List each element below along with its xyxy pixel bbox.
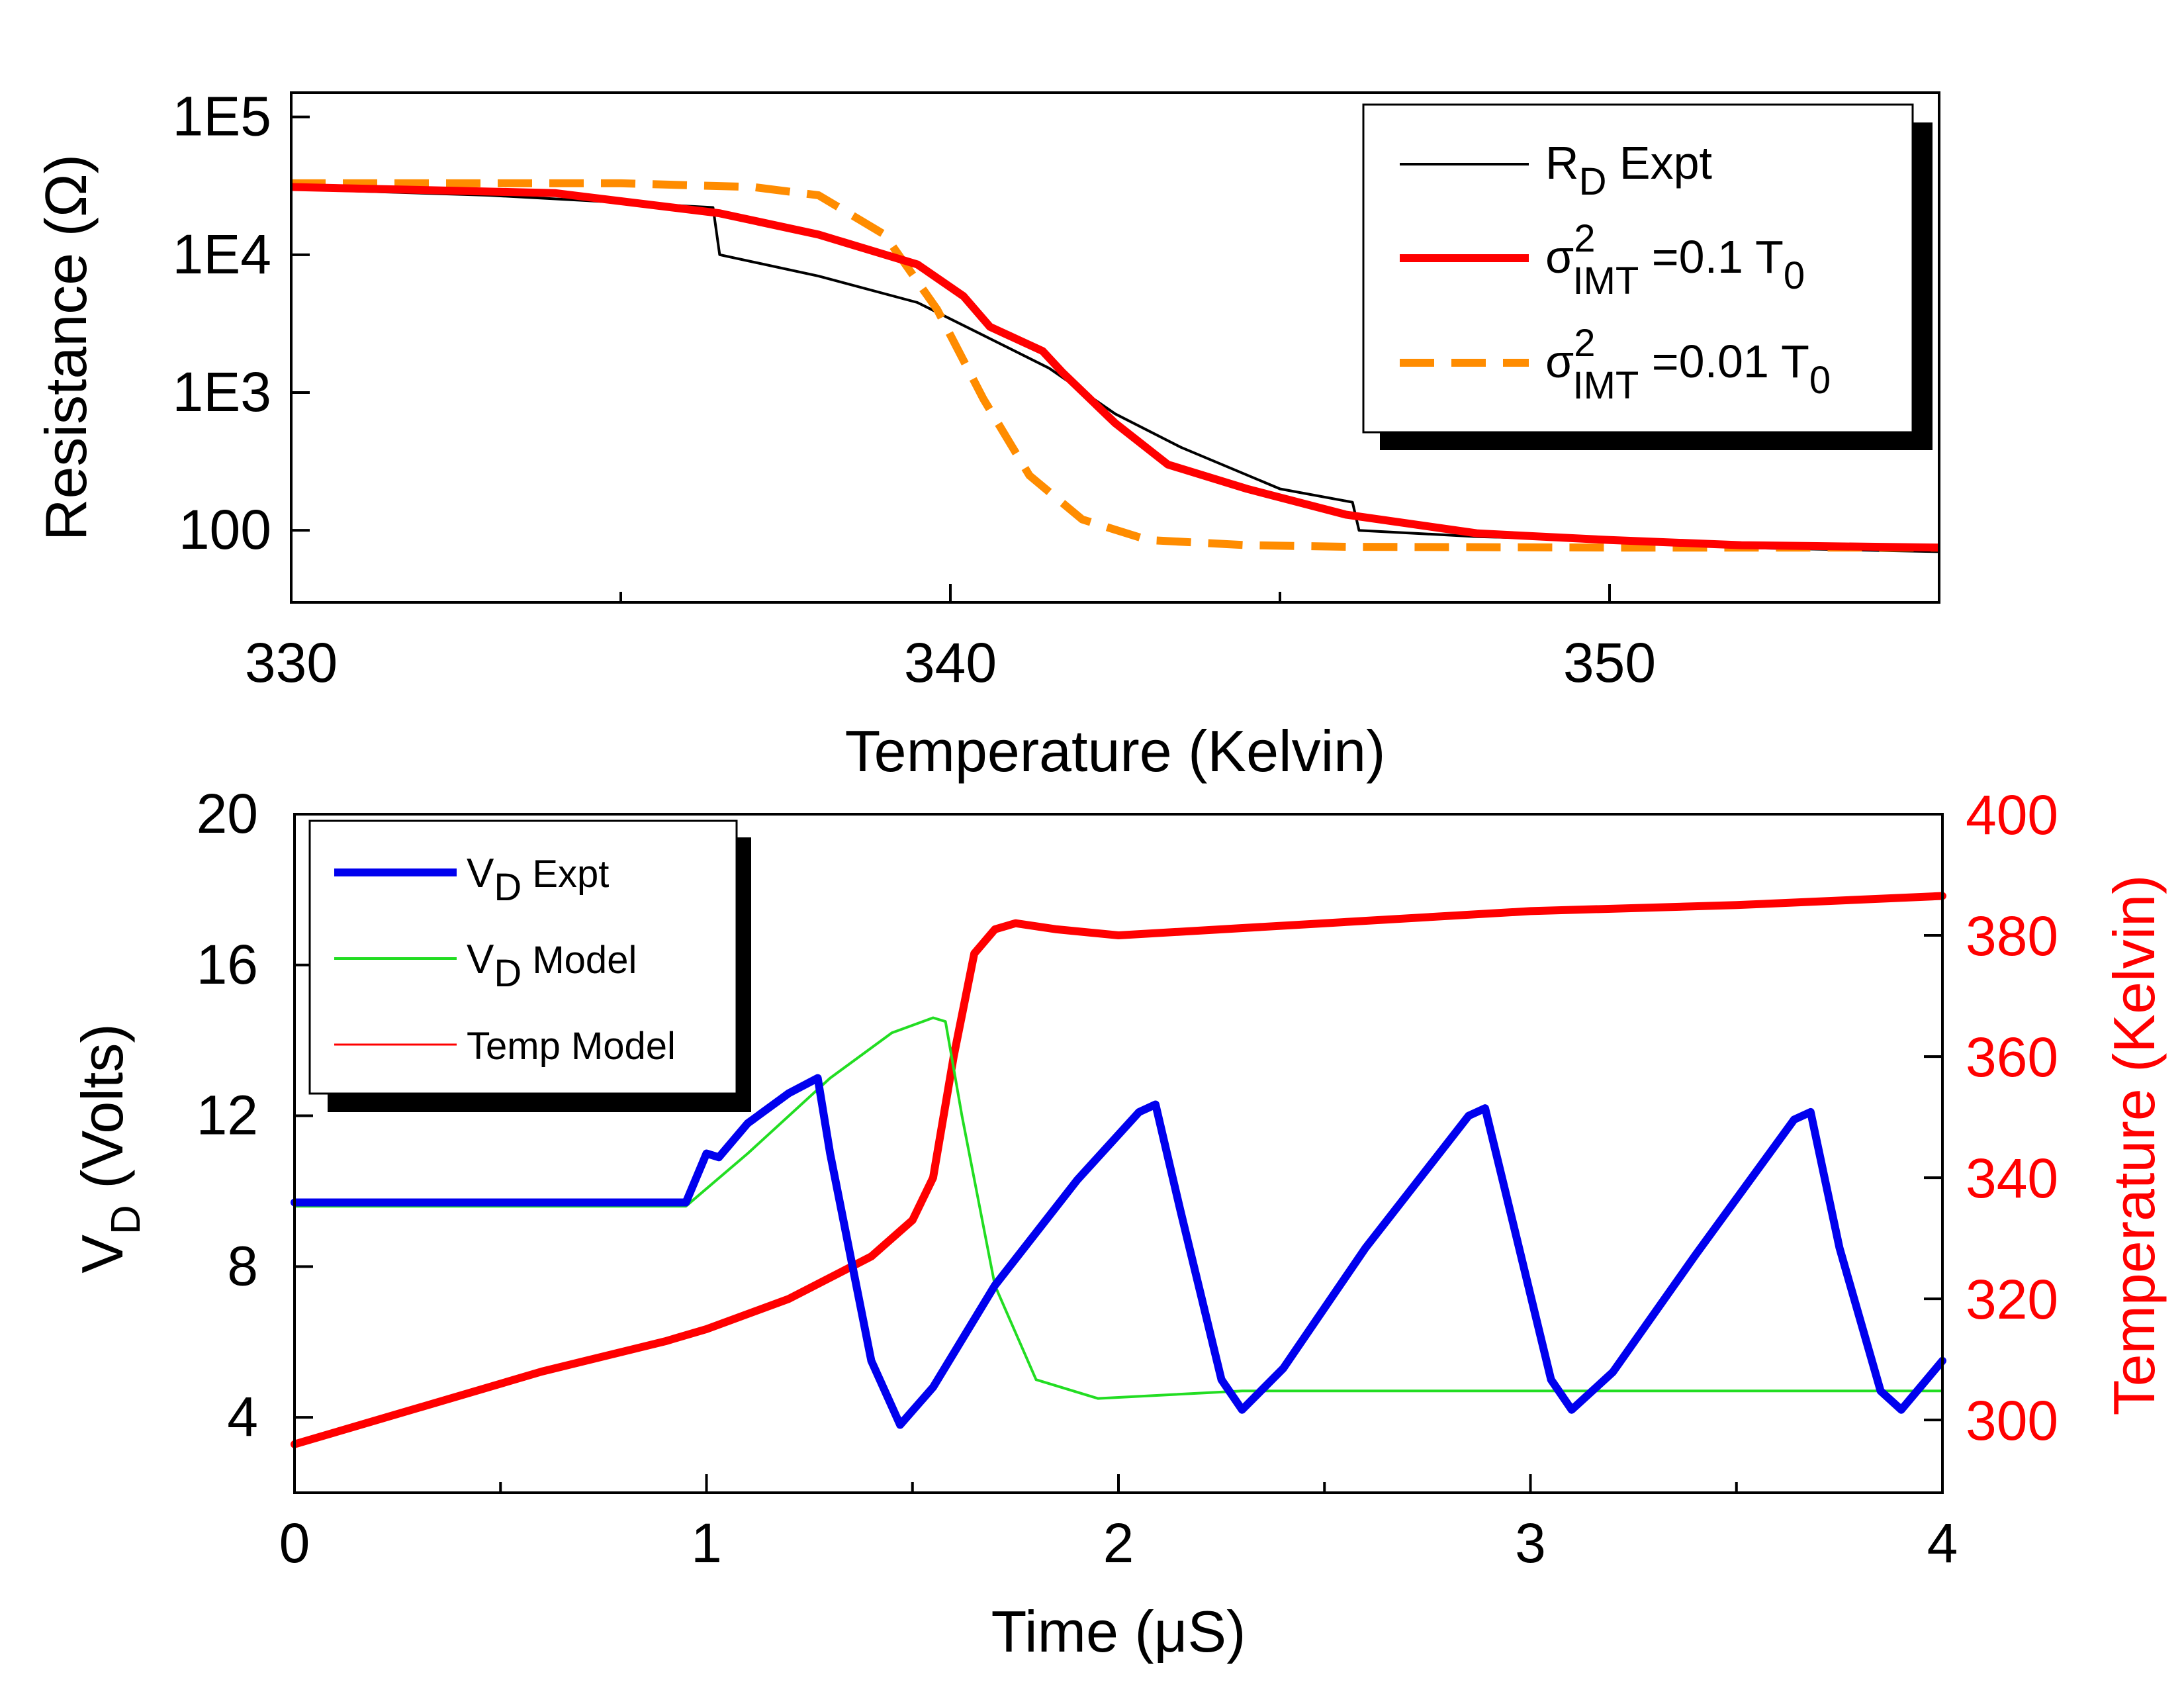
series-line-imt-0-1-t0: [291, 183, 1940, 552]
bottom-legend: VD Expt VD Model Temp Model: [308, 820, 751, 1112]
top-plot-frame: [290, 91, 1940, 604]
legend-label-sigma-01: σ2 IMT =0.1 T0: [1545, 217, 1805, 303]
bottom-plot-area: [291, 892, 1946, 1448]
bottom-x-tick-label: 1: [691, 1512, 722, 1574]
bottom-y2-tick-label: 320: [1966, 1268, 2058, 1331]
bottom-x-tick-label: 3: [1515, 1512, 1546, 1574]
top-y-tick-label: 1E4: [173, 223, 271, 285]
bottom-y-tick-label: 16: [197, 933, 258, 996]
top-x-tick-label: 340: [904, 632, 997, 694]
bottom-y2-tick-label: 360: [1966, 1026, 2058, 1088]
top-y-tick-label: 1E5: [173, 85, 271, 148]
top-y-tick-label: 100: [179, 498, 271, 561]
top-ticks: 330 340 350 100 1E3 1E4 1E5: [173, 85, 1940, 694]
bottom-y-axis-title: VD (Volts): [69, 1023, 149, 1273]
top-y-axis-title: Resistance (Ω): [33, 154, 99, 541]
bottom-y2-tick-label: 340: [1966, 1147, 2058, 1209]
legend-label-rd-expt: RD Expt: [1545, 137, 1712, 203]
bottom-y-tick-label: 20: [197, 782, 258, 845]
top-x-tick-label: 350: [1563, 632, 1656, 694]
bottom-y2-tick-label: 300: [1966, 1389, 2058, 1452]
bottom-x-tick-label: 4: [1927, 1512, 1958, 1574]
top-plot-area: [291, 179, 1940, 553]
bottom-y-tick-label: 8: [227, 1235, 258, 1297]
legend-label-vd-model: VD Model: [467, 937, 637, 995]
top-legend-box: [1362, 103, 1914, 434]
bottom-y2-tick-label: 380: [1966, 905, 2058, 967]
bottom-y-tick-label: 12: [197, 1084, 258, 1147]
legend-label-vd-expt: VD Expt: [467, 851, 609, 909]
series-line-vd-expt: [291, 1074, 1946, 1429]
series-line-temp-model: [291, 892, 1946, 1448]
top-y-tick-label: 1E3: [173, 361, 271, 423]
bottom-y2-tick-label: 400: [1966, 784, 2058, 846]
bottom-x-tick-label: 0: [279, 1512, 310, 1574]
series-line-imt-0-01-t0: [291, 179, 1939, 552]
top-x-tick-label: 330: [245, 632, 338, 694]
bottom-y-tick-label: 4: [227, 1385, 258, 1448]
top-panel: 330 340 350 100 1E3 1E4 1E5 RD Expt σ2 IMT =0.1…: [33, 85, 1940, 784]
bottom-y2-axis-title: Temperature (Kelvin): [2101, 875, 2167, 1416]
bottom-x-tick-label: 2: [1103, 1512, 1134, 1574]
top-legend: RD Expt σ2 IMT =0.1 T0 σ2 IMT =0.01 T0: [1362, 103, 1933, 450]
series-line-vd-model: [293, 1016, 1944, 1400]
legend-label-sigma-001: σ2 IMT =0.01 T0: [1545, 322, 1831, 407]
bottom-x-axis-title: Time (μS): [991, 1599, 1246, 1664]
top-x-axis-title: Temperature (Kelvin): [845, 718, 1386, 784]
legend-label-temp-model: Temp Model: [467, 1025, 676, 1068]
